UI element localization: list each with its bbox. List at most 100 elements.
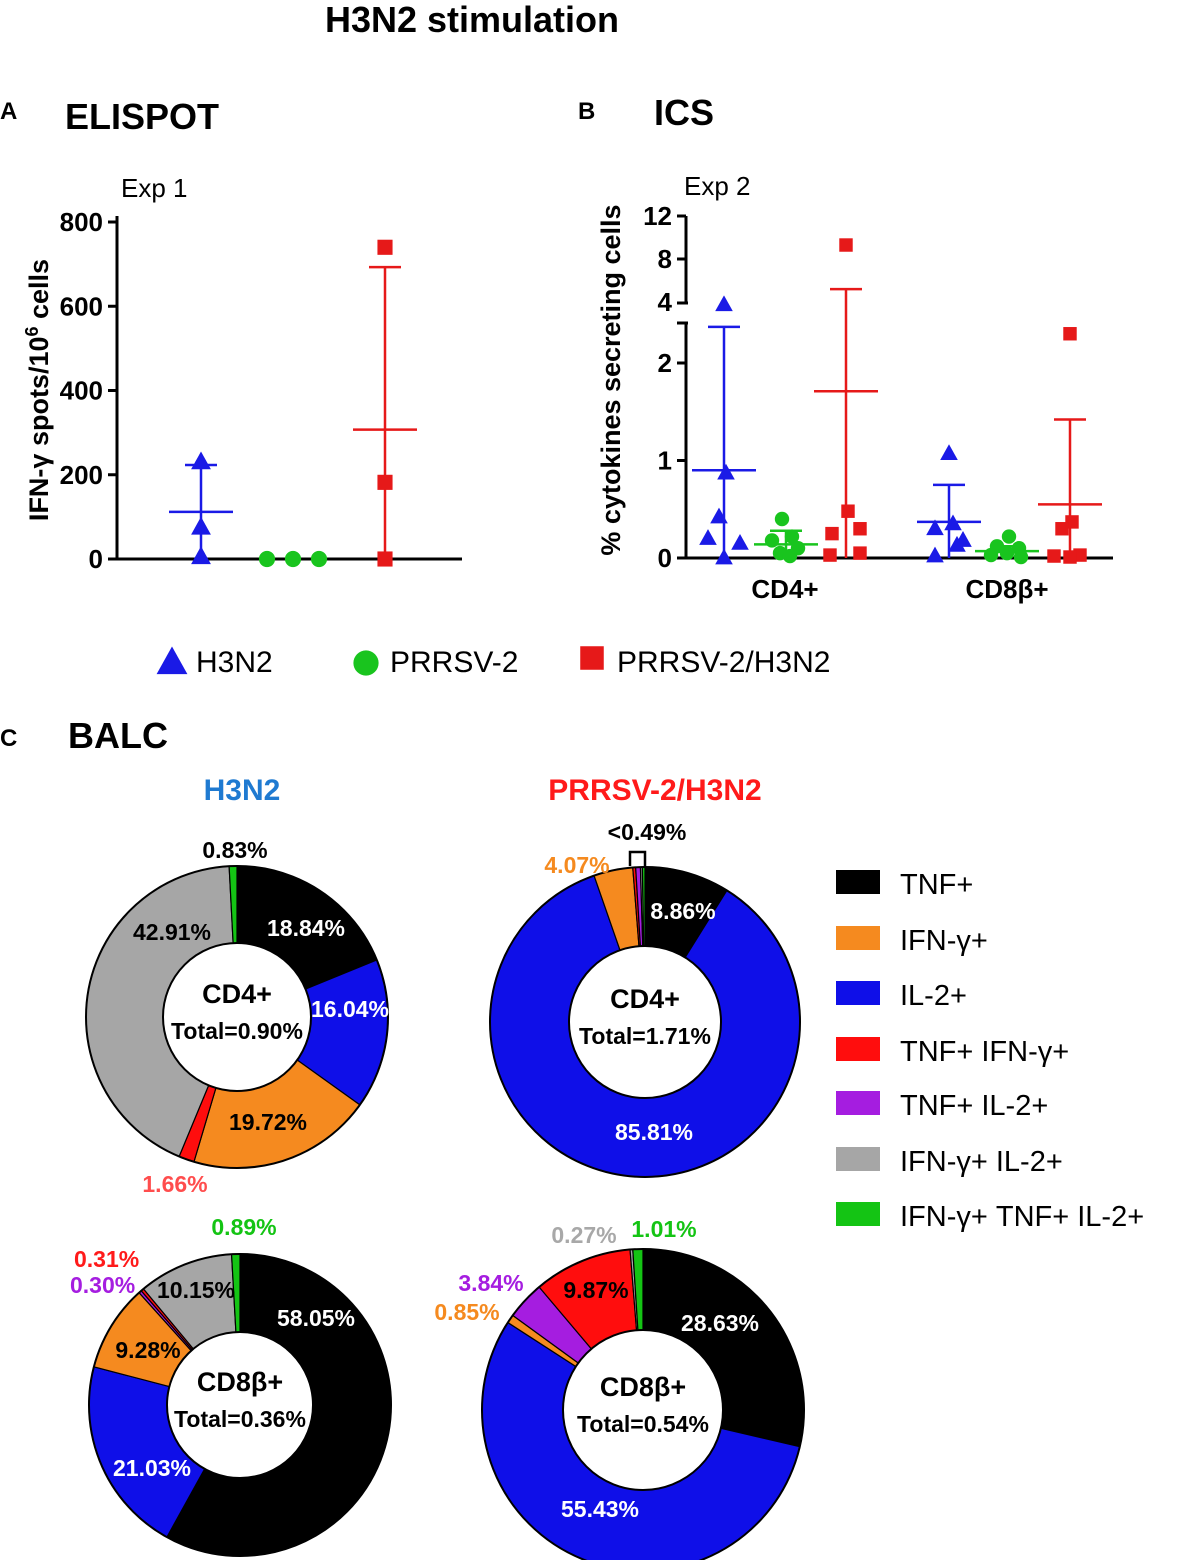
- elispot-y-tick-label: 400: [60, 376, 103, 406]
- ics-point: [1013, 549, 1029, 565]
- cytokine-legend-swatch: [836, 870, 880, 894]
- ics-y-tick-label: 1: [658, 446, 672, 476]
- ics-point: [1055, 522, 1069, 536]
- ics-y-tick-label: 0: [658, 543, 672, 573]
- pie-slice-label: 3.84%: [458, 1270, 523, 1296]
- cytokine-legend: TNF+ IFN-γ+ IL-2+ TNF+ IFN-γ+ TNF+ IL-2+ IFN-…: [836, 869, 1144, 1233]
- panel-c-heading: BALC: [68, 715, 168, 756]
- elispot-point: [284, 550, 302, 568]
- ics-chart: Exp 2 % cytokines secreting cells 012481…: [596, 171, 1113, 604]
- ics-y-tick-label: 4: [658, 287, 673, 317]
- elispot-point: [191, 451, 211, 470]
- pie-outline: [88, 1253, 392, 1557]
- elispot-ylabel-tail: cells: [24, 259, 54, 327]
- pie-slice-label: 0.31%: [74, 1246, 139, 1272]
- pie-center-cell: CD4+: [202, 979, 272, 1009]
- ics-point: [782, 548, 798, 564]
- pie-slice-label: 18.84%: [267, 915, 345, 941]
- pie-hole: [162, 942, 312, 1092]
- pie-center-total: Total=0.90%: [171, 1018, 303, 1044]
- pie-slice-label: 0.83%: [202, 837, 267, 863]
- ics-point: [948, 535, 966, 552]
- pie-center-total: Total=0.54%: [577, 1411, 709, 1437]
- ics-point: [944, 514, 962, 531]
- pie-slice-label: 8.86%: [650, 898, 715, 924]
- ics-category-label-cd4: CD4+: [751, 574, 818, 604]
- ics-point: [784, 529, 800, 544]
- cytokine-legend-swatch: [836, 1037, 880, 1061]
- group-legend-marker: [156, 646, 188, 675]
- pie-col-title-prrsv: PRRSV-2/H3N2: [548, 774, 761, 807]
- cytokine-legend-label: IFN-γ+: [900, 925, 988, 957]
- elispot-ylabel-main: IFN-γ spots/10: [24, 337, 54, 522]
- pie-hole: [568, 945, 722, 1099]
- ics-y-tick-label: 12: [643, 201, 672, 231]
- elispot-point: [377, 239, 393, 255]
- pie-center-cell: CD4+: [610, 984, 680, 1014]
- elispot-subtitle: Exp 1: [121, 173, 188, 203]
- elispot-point: [377, 551, 393, 567]
- panel-a-heading: ELISPOT: [65, 96, 219, 137]
- group-legend: H3N2 PRRSV-2 PRRSV-2/H3N2: [156, 646, 830, 679]
- ics-category-label-cd8: CD8β+: [965, 574, 1048, 604]
- ics-y-axis-label: % cytokines secreting cells: [596, 204, 626, 555]
- ics-point: [983, 547, 999, 563]
- ics-point: [731, 533, 749, 550]
- panel-a-letter: A: [0, 98, 17, 125]
- pie-slice-label: 0.85%: [434, 1299, 499, 1325]
- ics-point: [853, 546, 867, 560]
- ics-point: [715, 548, 733, 565]
- pie-outline: [481, 1248, 805, 1560]
- ics-point: [841, 504, 855, 518]
- group-legend-label: H3N2: [196, 646, 273, 679]
- elispot-y-tick-label: 800: [60, 207, 103, 237]
- ics-point: [710, 507, 728, 524]
- pie-slice-label: 4.07%: [544, 852, 609, 878]
- panel-c-letter: C: [0, 725, 17, 752]
- pie-outline: [489, 866, 801, 1178]
- elispot-point: [258, 550, 276, 568]
- ics-point: [764, 533, 780, 548]
- ics-point: [1001, 529, 1017, 544]
- panel-b-heading: ICS: [654, 92, 714, 133]
- pie-slice-label: 58.05%: [277, 1305, 355, 1331]
- cytokine-legend-swatch: [836, 926, 880, 950]
- cytokine-legend-label: IFN-γ+ TNF+ IL-2+: [900, 1201, 1144, 1233]
- cytokine-legend-swatch: [836, 1091, 880, 1115]
- ics-point: [1063, 327, 1077, 341]
- pie-slice-label: 55.43%: [561, 1496, 639, 1522]
- pie-slice-label: 1.01%: [631, 1216, 696, 1242]
- pie-bracket-label: <0.49%: [608, 819, 687, 845]
- elispot-chart: Exp 1 IFN-γ spots/106 cells 0 200 400 600 80…: [22, 173, 462, 574]
- pie-outline: [85, 865, 389, 1169]
- elispot-y-tick-label: 200: [60, 460, 103, 490]
- elispot-point: [310, 550, 328, 568]
- panel-b-letter: B: [578, 98, 595, 125]
- elispot-y-axis-label: IFN-γ spots/106 cells: [22, 259, 54, 521]
- pie-slice-label: 9.28%: [115, 1337, 180, 1363]
- ics-point: [717, 463, 735, 480]
- pie-center-cell: CD8β+: [197, 1367, 283, 1397]
- pie-bracket: [628, 850, 647, 866]
- elispot-y-tick-label: 600: [60, 291, 103, 321]
- pie-slice-label: 10.15%: [157, 1277, 235, 1303]
- group-legend-marker: [580, 646, 604, 670]
- ics-point: [715, 295, 733, 312]
- pie-slice-label: 85.81%: [615, 1119, 693, 1145]
- cytokine-legend-label: TNF+ IFN-γ+: [900, 1036, 1069, 1068]
- ics-point: [926, 546, 944, 563]
- cytokine-legend-swatch: [836, 981, 880, 1005]
- pie-slice-label: 16.04%: [311, 996, 389, 1022]
- pie-slice-label: 1.66%: [142, 1171, 207, 1197]
- group-legend-label: PRRSV-2/H3N2: [617, 646, 830, 679]
- elispot-point: [191, 516, 211, 535]
- pie-hole: [166, 1331, 314, 1479]
- pie-hole: [562, 1329, 724, 1491]
- ics-point: [1063, 550, 1077, 564]
- cytokine-legend-label: TNF+: [900, 869, 973, 901]
- group-legend-label: PRRSV-2: [390, 646, 518, 679]
- ics-point: [699, 529, 717, 545]
- pie-slice-label: 28.63%: [681, 1310, 759, 1336]
- cytokine-legend-label: IL-2+: [900, 980, 967, 1012]
- pie-slice-label: 0.89%: [211, 1214, 276, 1240]
